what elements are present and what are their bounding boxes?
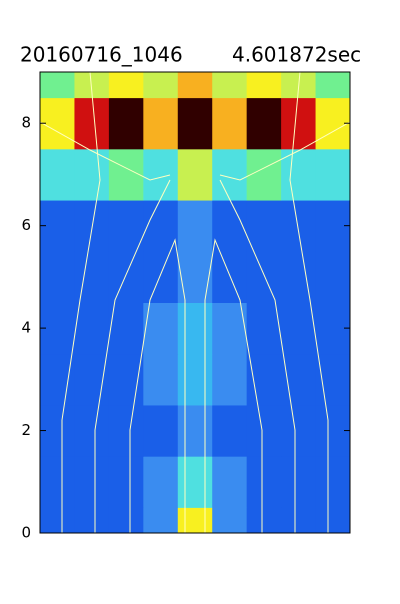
field-cell [40,251,75,303]
contour-line [219,179,296,533]
field-cell [74,97,110,150]
field-cell [281,404,317,457]
field-cell [40,507,75,533]
field-cell [246,148,282,201]
field-cell [246,251,282,303]
field-cell [246,353,282,406]
field-cell [281,456,317,508]
field-cell [143,404,179,457]
field-cell [246,97,282,150]
field-cell [74,507,110,533]
field-cell [177,72,213,99]
plot-frame [39,71,351,534]
contour-line [129,238,186,533]
chart-title: 20160716_1046 [20,43,183,67]
field-cell [40,148,75,201]
field [40,72,350,533]
field-cell [143,148,179,201]
field-cell [108,148,144,201]
field-cell [212,148,248,201]
field-cell [315,72,350,99]
contour-line [289,72,329,533]
field-cell [246,404,282,457]
y-tick-label: 6 [21,216,31,234]
field-cell [212,353,248,406]
field-cell [281,251,317,303]
field-cell [177,148,213,201]
field-cell [177,251,213,303]
field-cell [315,507,350,533]
field-cell [108,507,144,533]
field-cell [74,251,110,303]
field-cell [40,456,75,508]
field-cell [246,72,282,99]
y-tick-label: 8 [21,114,31,132]
contour-line [40,121,171,181]
field-cell [212,251,248,303]
field-cell [315,456,350,508]
y-tick-label: 2 [21,421,31,439]
field-cell [108,353,144,406]
contour-lines [40,72,350,533]
field-cell [177,200,213,252]
field-cell [177,456,213,508]
field-cell [143,507,179,533]
field-cell [143,72,179,99]
field-cell [108,251,144,303]
y-tick-label: 0 [21,524,31,542]
field-cell [315,251,350,303]
field-cell [143,97,179,150]
field-cell [177,404,213,457]
field-cell [212,302,248,355]
field-cell [74,302,110,355]
field-cell [108,456,144,508]
field-cell [74,353,110,406]
field-cell [143,302,179,355]
field-cell [177,353,213,406]
field-cell [143,251,179,303]
field-cell [281,148,317,201]
y-tick-label: 4 [21,319,31,337]
contour-line [219,121,350,181]
contour-line [204,238,263,533]
field-cell [315,353,350,406]
field-cell [281,302,317,355]
field-cell [40,72,75,99]
field-cell [246,456,282,508]
field-cell [74,148,110,201]
chart-subtitle: 4.601872sec [232,43,361,67]
field-cell [108,97,144,150]
field-cell [246,200,282,252]
contour-line [61,72,101,533]
field-cell [212,200,248,252]
field-cell [212,456,248,508]
field-cell [74,404,110,457]
field-cell [281,507,317,533]
field-cell [281,353,317,406]
field-cell [108,404,144,457]
field-cell [281,200,317,252]
field-cell [315,148,350,201]
field-cell [246,302,282,355]
field-cell [108,72,144,99]
field-cell [212,97,248,150]
field-cell [143,353,179,406]
field-cell [212,507,248,533]
field-cell [281,97,317,150]
field-cell [108,200,144,252]
field-cell [74,456,110,508]
field-cell [246,507,282,533]
field-cell [212,72,248,99]
field-cell [177,97,213,150]
field-cell [143,456,179,508]
field-cell [177,507,213,533]
field-cell [177,302,213,355]
field-cell [143,200,179,252]
contour-line [94,179,171,533]
field-cell [212,404,248,457]
field-cell [108,302,144,355]
field-cell [40,353,75,406]
